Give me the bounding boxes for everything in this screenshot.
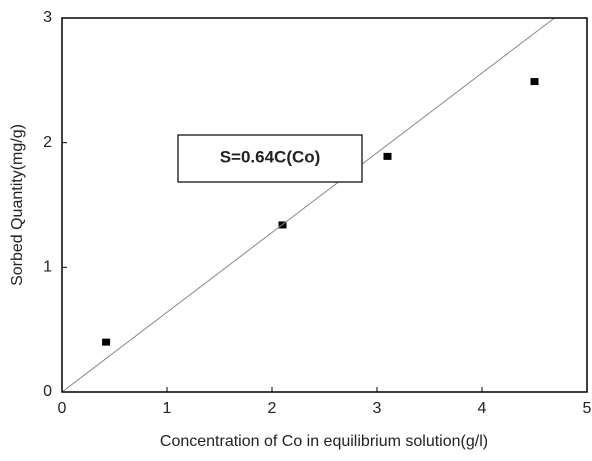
x-tick-label: 3: [373, 400, 382, 417]
x-axis-label: Concentration of Co in equilibrium solut…: [160, 433, 488, 450]
y-tick-label: 3: [43, 9, 52, 26]
y-tick-label: 2: [43, 134, 52, 151]
x-tick-label: 1: [163, 400, 172, 417]
x-tick-label: 2: [268, 400, 277, 417]
data-point: [383, 152, 392, 160]
x-tick-label: 0: [58, 400, 67, 417]
fit-line: [61, 17, 555, 393]
annotation: S=0.64C(Co): [220, 147, 321, 166]
plot-frame: [61, 17, 588, 393]
y-tick-label: 1: [43, 259, 52, 276]
data-point: [530, 78, 539, 86]
y-axis-label: Sorbed Quantity(mg/g): [9, 124, 26, 286]
data-point: [102, 338, 111, 346]
x-tick-label: 5: [583, 400, 592, 417]
annotation-box: [177, 134, 363, 183]
x-tick-label: 4: [478, 400, 487, 417]
y-tick-label: 0: [43, 383, 52, 400]
